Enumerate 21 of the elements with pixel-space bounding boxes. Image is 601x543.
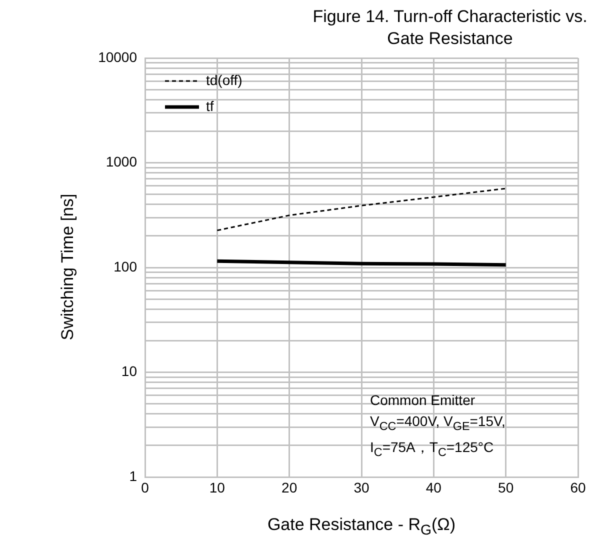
y-tick-label: 10: [121, 363, 138, 380]
x-tick-label: 40: [426, 479, 442, 496]
x-tick-label: 50: [498, 479, 514, 496]
x-tick-label: 10: [209, 479, 226, 496]
legend-label: tf: [206, 98, 214, 114]
x-axis-title: Gate Resistance - R$_{G}$(Ω): [266, 515, 457, 538]
annotation: Common Emitter: [370, 391, 476, 410]
x-tick-label: 20: [282, 479, 298, 496]
annotation: V$_{CC}$=400V, V$_{GE}$=15V,: [370, 412, 506, 435]
x-tick-label: 0: [141, 479, 150, 496]
x-tick-label: 60: [570, 479, 586, 496]
y-tick-label: 1000: [106, 154, 138, 170]
y-tick-label: 10000: [98, 48, 138, 65]
y-tick-label: 100: [114, 258, 138, 274]
chart-title: Figure 14. Turn-off Characteristic vs. Gate Resistance: [312, 6, 588, 50]
line-series: [216, 188, 507, 232]
x-tick-label: 30: [354, 479, 370, 496]
y-axis-title: Switching Time [ns]: [58, 194, 78, 340]
annotation: I$_{C}$=75A，T$_{C}$=125°C: [370, 438, 495, 461]
y-tick-label: 1: [129, 468, 138, 484]
legend-label: td(off): [206, 72, 242, 88]
